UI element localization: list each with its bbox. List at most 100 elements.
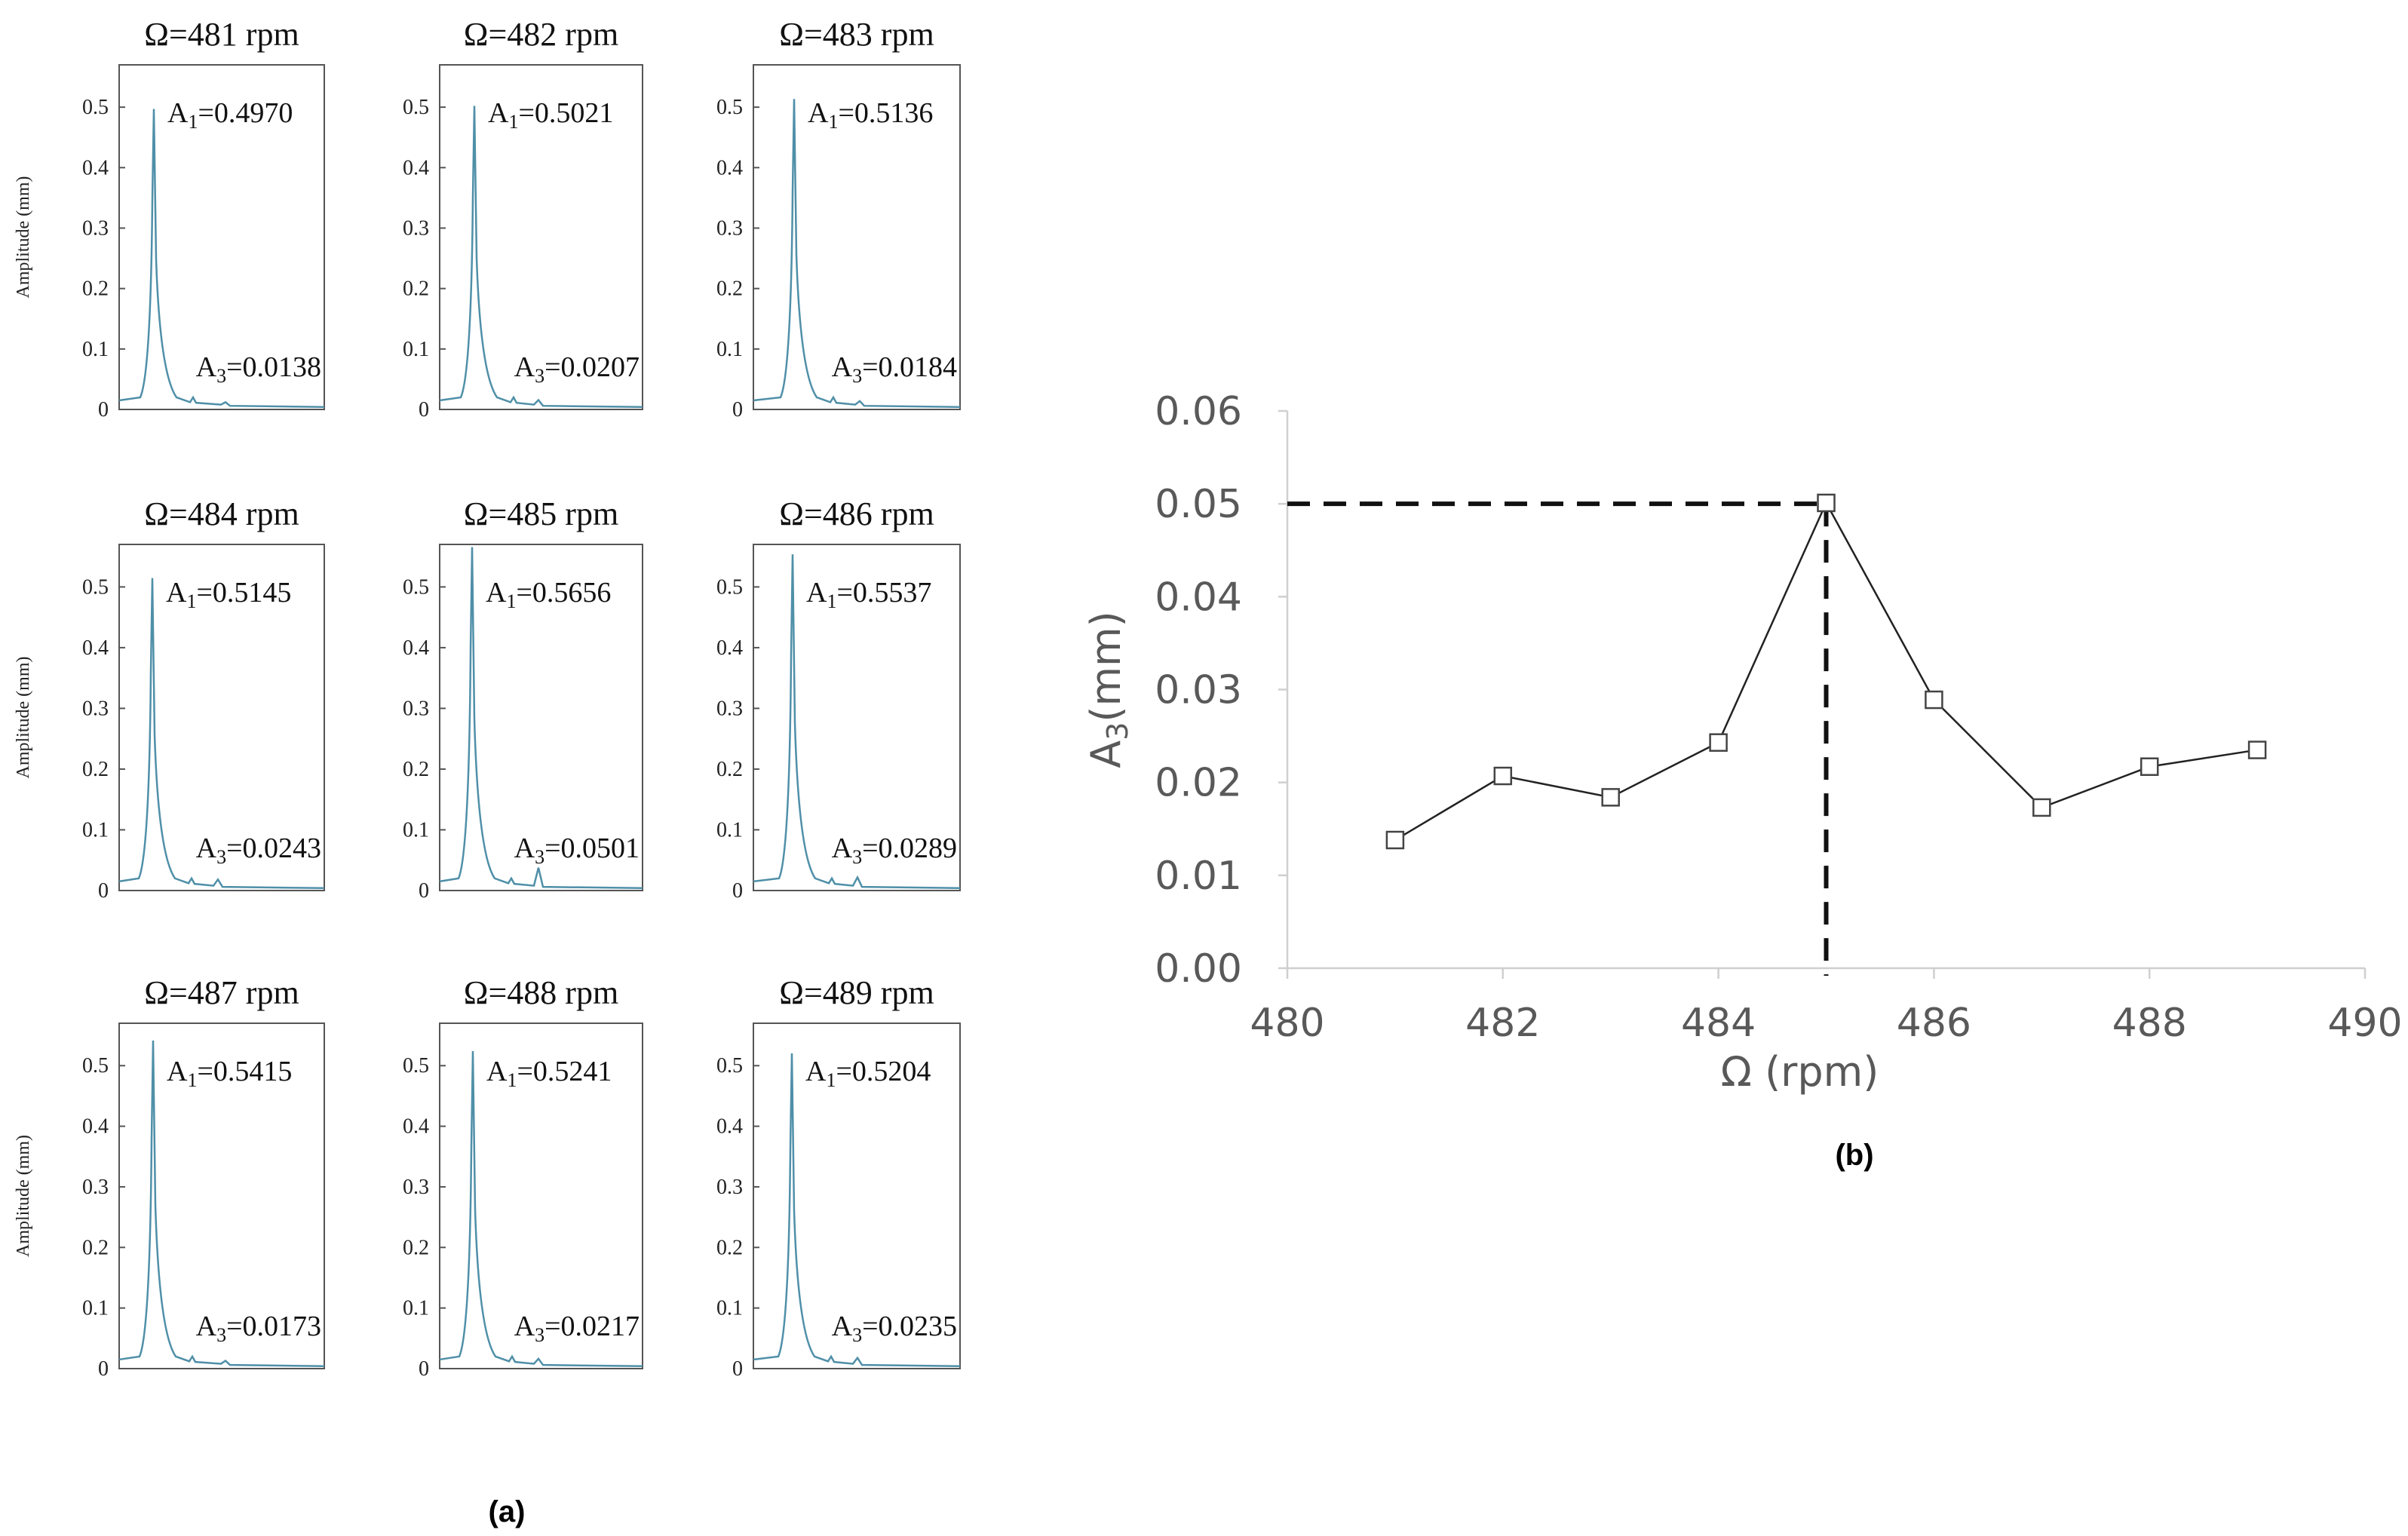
x-tick-label: 484: [1681, 1001, 1756, 1046]
y-tick-label: 0.5: [716, 96, 743, 119]
y-tick-label: 0: [732, 879, 743, 903]
a1-annotation: A1=0.4970: [167, 97, 293, 133]
a1-subscript: 1: [186, 590, 196, 612]
spectrum-subplot: 00.10.20.30.40.5Ω=486 rpmA1=0.5537A3=0.0…: [716, 495, 961, 903]
a3-value: =0.0207: [544, 351, 640, 383]
subplot-title: Ω=487 rpm: [144, 974, 299, 1011]
a1-value: =0.5656: [516, 577, 611, 609]
a3-value: =0.0217: [544, 1311, 640, 1342]
y-tick-label: 0.1: [403, 818, 429, 842]
a1-annotation: A1=0.5415: [167, 1056, 292, 1091]
y-tick-label: 0: [419, 398, 429, 422]
a1-subscript: 1: [506, 590, 516, 612]
data-point-marker: [1709, 733, 1728, 752]
a1-value: =0.5537: [836, 577, 931, 609]
y-tick-label: 0.4: [716, 636, 743, 660]
a1-value: =0.5145: [196, 577, 291, 609]
y-tick-label: 0.04: [1155, 575, 1242, 620]
y-tick-label: 0.2: [82, 277, 109, 301]
data-point-marker: [2140, 757, 2159, 776]
spectrum-subplot: 00.10.20.30.40.5Ω=482 rpmA1=0.5021A3=0.0…: [403, 16, 643, 422]
a1-value: =0.4970: [198, 97, 293, 129]
spectrum-subplot: 0 0.1 0.2 0.3 0.4 0.5 Amplitude (mm) Ω=487 rpm A…: [14, 974, 325, 1381]
a1-subscript: 1: [188, 111, 198, 133]
spectrum-line: [439, 106, 643, 409]
a1-annotation: A1=0.5656: [486, 577, 611, 612]
y-axis-label: Amplitude (mm): [14, 176, 33, 299]
a1-value: =0.5021: [518, 97, 613, 129]
y-tick-label: 0.5: [716, 575, 743, 599]
a3-subscript: 3: [852, 1324, 862, 1346]
a1-symbol: A: [805, 1056, 827, 1087]
y-tick-label: 0.4: [403, 636, 429, 660]
a3-subscript: 3: [216, 1324, 226, 1346]
a3-annotation: A3=0.0289: [832, 832, 957, 868]
y-tick-label: 0.4: [403, 156, 429, 179]
a3-symbol: A: [514, 1311, 535, 1342]
spectrum-subplot: 0 0.1 0.2 0.3 0.4 0.5 Amplitude (mm) Ω=481 rpm A…: [14, 16, 325, 422]
data-point-marker: [1817, 493, 1836, 513]
y-tick-label: 0: [732, 1357, 743, 1381]
a3-value: =0.0289: [862, 832, 957, 864]
y-tick-label: 0.1: [716, 338, 743, 361]
y-tick-label: 0.1: [716, 1297, 743, 1320]
spectrum-subplot: 00.10.20.30.40.5Ω=485 rpmA1=0.5656A3=0.0…: [403, 495, 643, 903]
subplot-title: Ω=483 rpm: [779, 16, 934, 53]
a1-symbol: A: [486, 577, 507, 609]
data-point-marker: [1601, 788, 1620, 807]
y-tick-label: 0.4: [82, 156, 109, 179]
y-tick-label: 0.3: [82, 216, 109, 240]
subplot-title: Ω=482 rpm: [464, 16, 618, 53]
subplot-title: Ω=484 rpm: [144, 495, 299, 532]
spectrum-subplot: 0 0.1 0.2 0.3 0.4 0.5 Amplitude (mm) Ω=484 rpm A…: [14, 495, 325, 903]
y-axis-label: Amplitude (mm): [14, 657, 33, 779]
y-tick-label: 0.4: [82, 1115, 109, 1139]
a1-symbol: A: [167, 97, 189, 129]
y-tick-label: 0.5: [403, 96, 429, 119]
subplot-title: Ω=488 rpm: [464, 974, 618, 1011]
a3-annotation: A3=0.0138: [196, 351, 321, 387]
subplot-frame: [118, 1022, 325, 1369]
y-tick-label: 0.4: [716, 1115, 743, 1139]
y-tick-label: 0.05: [1155, 482, 1242, 527]
a3-subscript: 3: [216, 846, 226, 868]
a1-value: =0.5415: [197, 1056, 292, 1087]
a3-subscript: 3: [852, 365, 862, 387]
a3-symbol: A: [514, 832, 535, 864]
spectrum-line: [118, 1040, 325, 1368]
y-tick-label: 0: [419, 1357, 429, 1381]
data-point-marker: [2247, 740, 2267, 759]
spectrum-line: [439, 1050, 643, 1368]
y-tick-label: 0: [732, 398, 743, 422]
panel-b-caption: (b): [1835, 1139, 1873, 1172]
y-tick-label: 0.3: [403, 697, 429, 720]
a1-annotation: A1=0.5021: [488, 97, 613, 133]
data-point-marker: [2032, 798, 2051, 817]
a3-value: =0.0243: [226, 832, 321, 864]
a1-subscript: 1: [828, 111, 838, 133]
a1-annotation: A1=0.5204: [805, 1056, 931, 1091]
y-tick-label: 0.2: [403, 758, 429, 781]
subplot-frame: [439, 544, 643, 891]
a1-annotation: A1=0.5145: [166, 577, 291, 612]
a1-symbol: A: [167, 1056, 188, 1087]
a1-annotation: A1=0.5537: [806, 577, 931, 612]
a3-value: =0.0235: [862, 1311, 957, 1342]
a3-symbol: A: [196, 351, 217, 383]
y-tick-label: 0.5: [82, 96, 109, 119]
spectrum-subplot: 00.10.20.30.40.5Ω=489 rpmA1=0.5204A3=0.0…: [716, 974, 961, 1381]
y-tick-label: 0.4: [82, 636, 109, 660]
a1-symbol: A: [166, 577, 187, 609]
a3-subscript: 3: [535, 1324, 544, 1346]
y-tick-label: 0.5: [716, 1054, 743, 1078]
y-tick-label: 0.1: [82, 818, 109, 842]
subplot-frame: [753, 1022, 961, 1369]
y-tick-label: 0.03: [1155, 668, 1242, 713]
a3-annotation: A3=0.0173: [196, 1311, 321, 1346]
a3-value: =0.0184: [862, 351, 957, 383]
a1-subscript: 1: [508, 111, 518, 133]
a3-symbol: A: [514, 351, 535, 383]
y-axis-label-symbol: A: [1082, 740, 1130, 768]
a3-annotation: A3=0.0184: [832, 351, 957, 387]
a3-value: =0.0501: [544, 832, 640, 864]
